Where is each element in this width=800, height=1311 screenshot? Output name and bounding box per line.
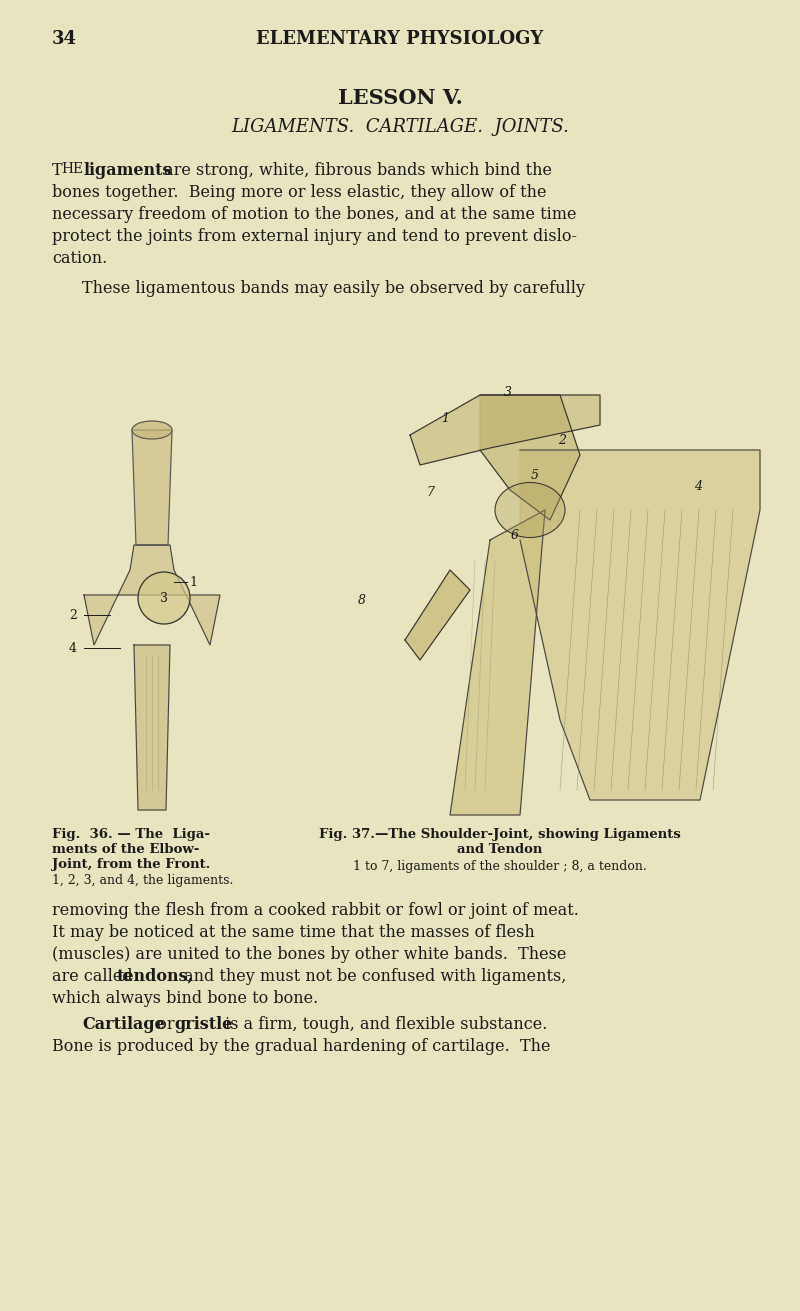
Polygon shape [134, 645, 170, 810]
Text: ELEMENTARY PHYSIOLOGY: ELEMENTARY PHYSIOLOGY [256, 30, 544, 49]
Text: 3: 3 [160, 591, 168, 604]
Polygon shape [84, 545, 220, 645]
Text: are strong, white, fibrous bands which bind the: are strong, white, fibrous bands which b… [159, 163, 552, 180]
Text: 6: 6 [511, 528, 519, 541]
Text: T: T [52, 163, 62, 180]
Text: 1: 1 [189, 576, 197, 589]
Text: Joint, from the Front.: Joint, from the Front. [52, 857, 210, 871]
Text: 2: 2 [558, 434, 566, 447]
Text: HE: HE [61, 163, 83, 176]
Text: removing the flesh from a cooked rabbit or fowl or joint of meat.: removing the flesh from a cooked rabbit … [52, 902, 579, 919]
Text: ments of the Elbow-: ments of the Elbow- [52, 843, 199, 856]
Text: (muscles) are united to the bones by other white bands.  These: (muscles) are united to the bones by oth… [52, 947, 566, 964]
Text: LESSON V.: LESSON V. [338, 88, 462, 108]
Polygon shape [410, 395, 600, 465]
Text: Fig. 37.—The Shoulder-Joint, showing Ligaments: Fig. 37.—The Shoulder-Joint, showing Lig… [319, 829, 681, 840]
Text: protect the joints from external injury and tend to prevent dislo-: protect the joints from external injury … [52, 228, 577, 245]
Ellipse shape [495, 482, 565, 538]
Polygon shape [132, 430, 172, 545]
Text: These ligamentous bands may easily be observed by carefully: These ligamentous bands may easily be ob… [82, 281, 585, 298]
Polygon shape [450, 510, 545, 815]
Text: bones together.  Being more or less elastic, they allow of the: bones together. Being more or less elast… [52, 184, 546, 201]
Text: tendons,: tendons, [117, 968, 194, 985]
Text: which always bind bone to bone.: which always bind bone to bone. [52, 990, 318, 1007]
Text: and Tendon: and Tendon [458, 843, 542, 856]
Text: LIGAMENTS.  CARTILAGE.  JOINTS.: LIGAMENTS. CARTILAGE. JOINTS. [231, 118, 569, 136]
Ellipse shape [138, 572, 190, 624]
Text: and they must not be confused with ligaments,: and they must not be confused with ligam… [179, 968, 566, 985]
Text: 4: 4 [694, 480, 702, 493]
Text: 1: 1 [441, 412, 449, 425]
Text: 8: 8 [358, 594, 366, 607]
Ellipse shape [132, 421, 172, 439]
Polygon shape [520, 450, 760, 800]
Text: 4: 4 [69, 641, 77, 654]
Text: 34: 34 [52, 30, 77, 49]
Text: gristle: gristle [174, 1016, 232, 1033]
Polygon shape [480, 395, 580, 520]
Text: 1 to 7, ligaments of the shoulder ; 8, a tendon.: 1 to 7, ligaments of the shoulder ; 8, a… [353, 860, 647, 873]
Text: are called: are called [52, 968, 138, 985]
Text: is a firm, tough, and flexible substance.: is a firm, tough, and flexible substance… [220, 1016, 547, 1033]
Polygon shape [405, 570, 470, 659]
Text: necessary freedom of motion to the bones, and at the same time: necessary freedom of motion to the bones… [52, 206, 577, 223]
Text: or: or [152, 1016, 180, 1033]
Text: Fig.  36. — The  Liga-: Fig. 36. — The Liga- [52, 829, 210, 840]
Text: 2: 2 [69, 608, 77, 621]
Text: cation.: cation. [52, 250, 107, 267]
Text: 7: 7 [426, 485, 434, 498]
Text: 5: 5 [531, 468, 539, 481]
Text: ligaments: ligaments [84, 163, 173, 180]
Text: Cartilage: Cartilage [82, 1016, 165, 1033]
Text: 1, 2, 3, and 4, the ligaments.: 1, 2, 3, and 4, the ligaments. [52, 874, 234, 888]
Text: It may be noticed at the same time that the masses of flesh: It may be noticed at the same time that … [52, 924, 534, 941]
Text: Bone is produced by the gradual hardening of cartilage.  The: Bone is produced by the gradual hardenin… [52, 1038, 550, 1055]
Text: 3: 3 [504, 385, 512, 399]
